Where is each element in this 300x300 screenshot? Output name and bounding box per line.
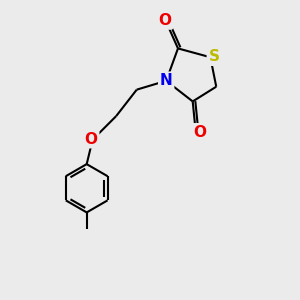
Text: O: O: [194, 125, 207, 140]
Text: O: O: [158, 13, 171, 28]
Text: O: O: [85, 132, 98, 147]
Text: S: S: [208, 49, 219, 64]
Text: N: N: [160, 73, 172, 88]
